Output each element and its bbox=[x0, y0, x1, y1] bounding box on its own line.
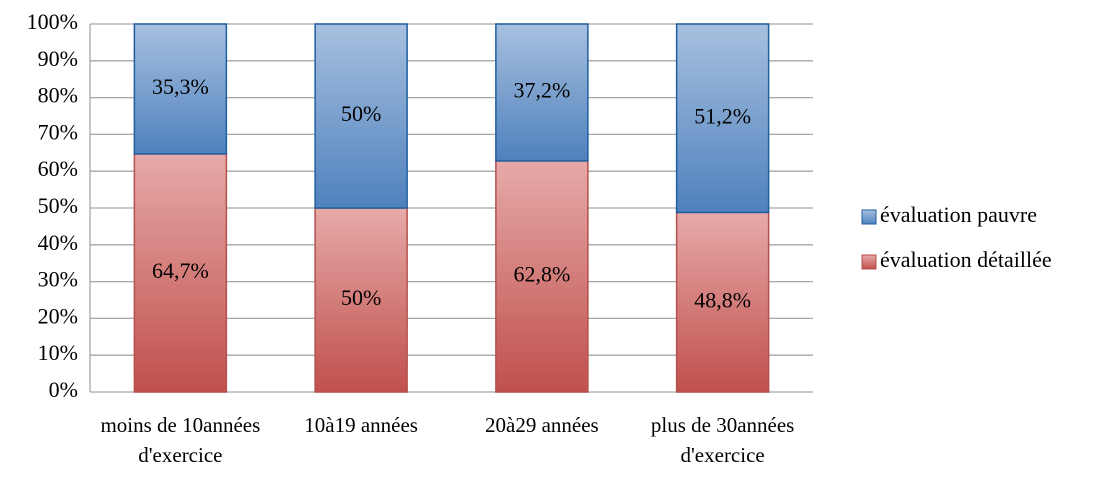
y-tick-label: 90% bbox=[38, 46, 78, 71]
data-label: 50% bbox=[341, 101, 381, 126]
y-tick-label: 50% bbox=[38, 193, 78, 218]
y-tick-label: 70% bbox=[38, 119, 78, 144]
bar-segment bbox=[133, 153, 228, 393]
bar-segment bbox=[495, 23, 589, 162]
data-label: 35,3% bbox=[152, 74, 209, 99]
y-tick-label: 100% bbox=[27, 9, 78, 34]
bar-segment bbox=[133, 23, 228, 155]
x-tick-label: moins de 10années d'exercice bbox=[100, 413, 261, 467]
y-tick-label: 30% bbox=[38, 267, 78, 292]
legend-swatch bbox=[861, 254, 877, 270]
bar-segment bbox=[675, 211, 770, 393]
y-tick-label: 40% bbox=[38, 230, 78, 255]
data-label: 62,8% bbox=[513, 261, 570, 286]
y-tick-label: 0% bbox=[49, 377, 78, 402]
y-tick-label: 10% bbox=[38, 340, 78, 365]
data-label: 64,7% bbox=[152, 258, 209, 283]
bar-segment bbox=[675, 23, 770, 214]
bar-segment bbox=[495, 160, 589, 393]
data-label: 48,8% bbox=[694, 287, 751, 312]
bar-segment bbox=[314, 23, 408, 209]
legend-label: évaluation détaillée bbox=[880, 247, 1052, 272]
legend-label: évaluation pauvre bbox=[880, 202, 1037, 227]
data-label: 50% bbox=[341, 285, 381, 310]
y-tick-label: 20% bbox=[38, 303, 78, 328]
x-tick-label: plus de 30années d'exercice bbox=[650, 413, 795, 467]
y-tick-label: 80% bbox=[38, 83, 78, 108]
legend-swatch bbox=[861, 209, 877, 225]
x-tick-label: 10à19 années bbox=[304, 413, 418, 437]
data-label: 51,2% bbox=[694, 103, 751, 128]
x-tick-label: 20à29 années bbox=[485, 413, 599, 437]
data-label: 37,2% bbox=[513, 77, 570, 102]
y-tick-label: 60% bbox=[38, 156, 78, 181]
